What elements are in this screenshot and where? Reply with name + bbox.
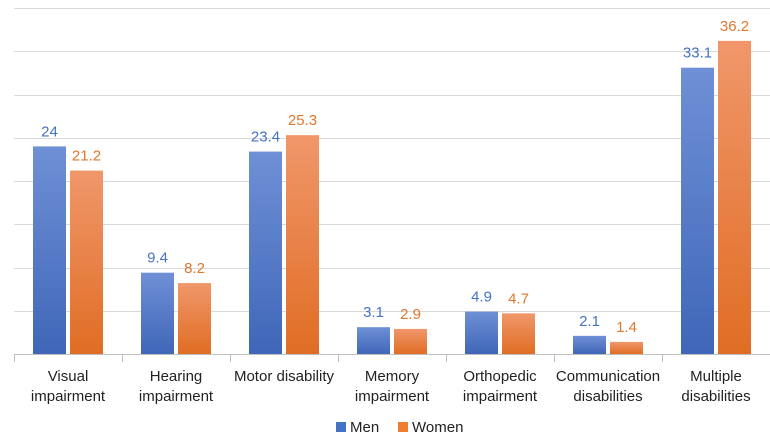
data-label-women-3: 2.9	[400, 306, 421, 323]
bar-women-5	[610, 341, 643, 354]
bar-women-2	[286, 135, 319, 354]
category-label-2: Motor disability	[234, 368, 335, 385]
legend: Men Women	[336, 419, 463, 436]
bar-women-3	[394, 328, 427, 354]
data-labels: 24 21.2 9.4 8.2 23.4 25.3 3.1 2.9 4.9 4.7 2.1 1.4 33…	[41, 18, 749, 336]
data-label-women-6: 36.2	[720, 18, 749, 35]
data-label-men-3: 3.1	[363, 304, 384, 321]
data-label-men-0: 24	[41, 123, 58, 140]
legend-label-men: Men	[350, 419, 379, 436]
bar-women-1	[178, 283, 211, 354]
data-label-women-1: 8.2	[184, 260, 205, 277]
data-label-men-5: 2.1	[579, 313, 600, 330]
bar-men-2	[249, 151, 282, 354]
category-label-6: Multiple disabilities	[681, 368, 750, 405]
bars	[33, 40, 751, 355]
category-label-5: Communication disabilities	[556, 368, 660, 405]
data-label-women-0: 21.2	[72, 148, 101, 165]
data-label-women-4: 4.7	[508, 290, 529, 307]
gridlines	[14, 8, 770, 362]
bar-men-3	[357, 327, 390, 354]
category-label-4: Orthopedic impairment	[463, 368, 538, 405]
category-label-3: Memory impairment	[355, 368, 430, 405]
bar-men-1	[141, 272, 174, 354]
bar-women-0	[70, 170, 103, 354]
bar-women-4	[502, 313, 535, 354]
data-label-women-2: 25.3	[288, 112, 317, 129]
legend-label-women: Women	[412, 419, 463, 436]
bar-men-5	[573, 335, 606, 354]
legend-swatch-women	[398, 422, 408, 432]
category-labels: Visual impairment Hearing impairment Motor d…	[31, 368, 751, 405]
data-label-men-6: 33.1	[683, 45, 712, 62]
category-label-0: Visual impairment	[31, 368, 106, 405]
data-label-men-4: 4.9	[471, 289, 492, 306]
data-label-men-2: 23.4	[251, 129, 280, 146]
bar-men-4	[465, 311, 498, 354]
category-label-1: Hearing impairment	[139, 368, 214, 405]
data-label-women-5: 1.4	[616, 319, 637, 336]
data-label-men-1: 9.4	[147, 250, 168, 267]
legend-swatch-men	[336, 422, 346, 432]
bar-men-0	[33, 146, 66, 354]
bar-women-6	[718, 40, 751, 355]
bar-men-6	[681, 67, 714, 354]
